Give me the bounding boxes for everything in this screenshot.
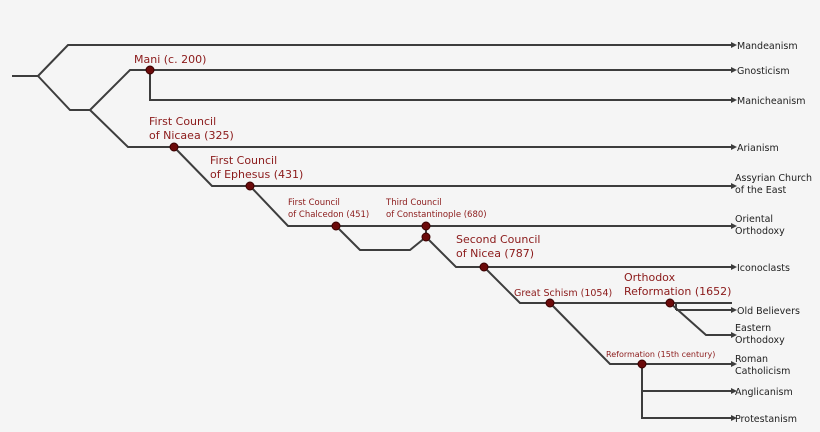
tree-connectors	[12, 44, 732, 419]
arrowhead	[731, 144, 737, 150]
branch-label-protestanism: Protestanism	[735, 414, 797, 425]
branch-label-arianism: Arianism	[737, 143, 779, 154]
root-split-up	[37, 44, 732, 77]
root-split-down	[37, 75, 90, 111]
event-node-second-nicea	[479, 262, 489, 272]
constantinople-to-nicea	[425, 236, 732, 268]
event-label-second-nicea: Second Council of Nicea (787)	[456, 233, 544, 260]
event-node-ephesus	[245, 181, 255, 191]
event-label-reformation: Reformation (15th century)	[606, 350, 715, 359]
branch-label-old-believers: Old Believers	[737, 306, 800, 317]
event-node-great-schism	[545, 298, 555, 308]
arrowhead	[731, 97, 737, 103]
arrowhead	[731, 264, 737, 270]
orthodox-split-down	[89, 109, 732, 148]
arrowhead	[731, 183, 737, 189]
reformation-trunk	[641, 364, 732, 419]
event-node-chalcedon	[331, 221, 341, 231]
chalcedon-to-constantinople	[335, 225, 427, 251]
arrowhead	[731, 388, 737, 394]
arrowhead	[731, 415, 737, 421]
branch-label-mandeanism: Mandeanism	[737, 41, 798, 52]
branch-label-assyrian-church: Assyrian Church of the East	[735, 173, 815, 196]
ephesus-to-chalcedon	[249, 185, 732, 227]
event-label-orthodox-reformation: Orthodox Reformation (1652)	[624, 271, 731, 298]
schism-to-reformation	[549, 302, 732, 365]
arrowhead	[731, 67, 737, 73]
arrowhead	[731, 42, 737, 48]
event-node-reformation	[637, 359, 647, 369]
arrowhead	[731, 332, 737, 338]
arrowheads	[731, 42, 737, 421]
arrowhead	[731, 361, 737, 367]
branch-label-roman-catholicism: Roman Catholicism	[735, 354, 790, 377]
orthodox-reform-split	[669, 302, 732, 336]
branch-labels: Mandeanism Gnosticism Manicheanism Arian…	[735, 41, 815, 425]
event-node-nicaea	[169, 142, 179, 152]
event-node-mani	[145, 65, 155, 75]
branch-label-gnosticism: Gnosticism	[737, 66, 790, 77]
branch-label-iconoclasts: Iconoclasts	[737, 263, 790, 274]
event-label-chalcedon: First Council of Chalcedon (451)	[288, 198, 369, 220]
branch-label-anglicanism: Anglicanism	[735, 387, 793, 398]
arrowhead	[731, 307, 737, 313]
branch-label-oriental-orthodoxy: Oriental Orthodoxy	[735, 214, 785, 237]
manichean-drop	[149, 70, 732, 101]
branch-label-manicheanism: Manicheanism	[737, 96, 805, 107]
event-node-constantinople-split	[421, 232, 431, 242]
nicaea-to-ephesus	[173, 146, 732, 187]
event-labels: Mani (c. 200) First Council of Nicaea (3…	[134, 53, 731, 359]
event-label-constantinople: Third Council of Constantinople (680)	[385, 198, 487, 220]
arrowhead	[731, 223, 737, 229]
event-node-constantinople	[421, 221, 431, 231]
event-label-nicaea: First Council of Nicaea (325)	[149, 115, 234, 142]
branch-label-eastern-orthodoxy: Eastern Orthodoxy	[735, 323, 785, 346]
nicea-to-schism	[483, 266, 732, 304]
event-label-mani: Mani (c. 200)	[134, 53, 206, 66]
event-label-great-schism: Great Schism (1054)	[514, 288, 612, 299]
gnostic-split-up	[89, 69, 732, 111]
event-label-ephesus: First Council of Ephesus (431)	[210, 154, 303, 181]
event-nodes	[145, 65, 675, 369]
event-node-orthodox-reformation	[665, 298, 675, 308]
